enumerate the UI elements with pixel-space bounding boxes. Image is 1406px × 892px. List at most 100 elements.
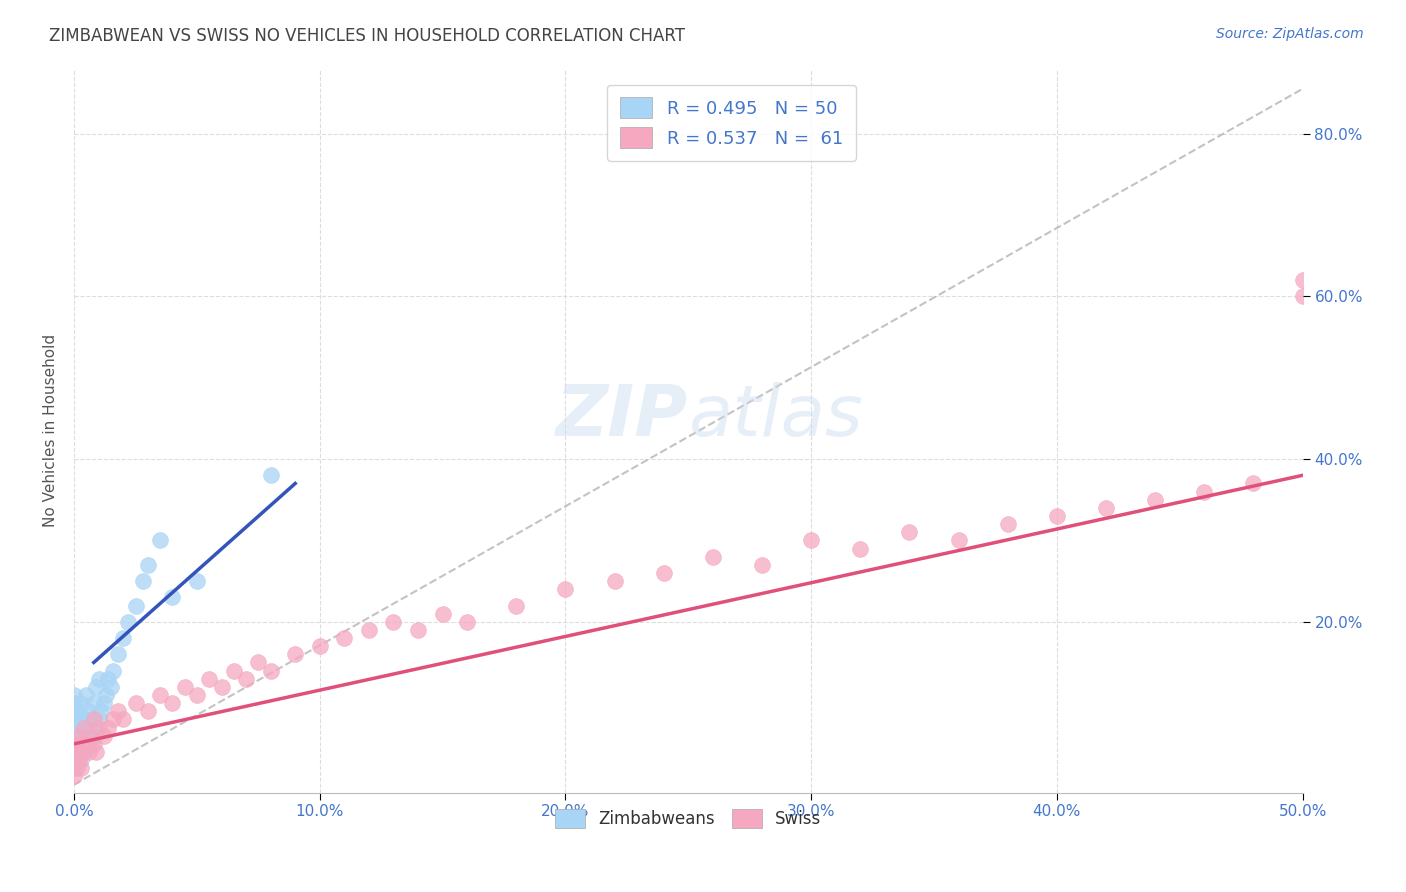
Point bbox=[63, 761, 86, 775]
Text: ZIP: ZIP bbox=[557, 382, 689, 450]
Point bbox=[80, 729, 103, 743]
Point bbox=[702, 549, 724, 564]
Point bbox=[84, 721, 107, 735]
Point bbox=[100, 680, 122, 694]
Point bbox=[93, 729, 115, 743]
Point bbox=[83, 729, 105, 743]
Point bbox=[93, 696, 115, 710]
Point bbox=[948, 533, 970, 548]
Point bbox=[97, 672, 120, 686]
Point bbox=[1241, 476, 1264, 491]
Point bbox=[898, 525, 921, 540]
Point bbox=[65, 745, 87, 759]
Point bbox=[603, 574, 626, 588]
Point bbox=[222, 664, 245, 678]
Point bbox=[94, 688, 117, 702]
Point bbox=[63, 696, 86, 710]
Point bbox=[84, 745, 107, 759]
Point bbox=[73, 745, 96, 759]
Point bbox=[259, 468, 281, 483]
Point bbox=[75, 688, 97, 702]
Point bbox=[75, 721, 97, 735]
Point bbox=[132, 574, 155, 588]
Point bbox=[247, 656, 270, 670]
Point bbox=[63, 769, 86, 783]
Point bbox=[83, 737, 105, 751]
Point bbox=[186, 574, 208, 588]
Point bbox=[75, 737, 97, 751]
Point bbox=[107, 648, 129, 662]
Point bbox=[63, 688, 86, 702]
Point bbox=[70, 721, 93, 735]
Point bbox=[103, 664, 125, 678]
Point bbox=[162, 591, 184, 605]
Text: atlas: atlas bbox=[689, 382, 863, 450]
Point bbox=[1095, 500, 1118, 515]
Point bbox=[259, 664, 281, 678]
Point bbox=[63, 704, 86, 718]
Y-axis label: No Vehicles in Household: No Vehicles in Household bbox=[44, 334, 58, 527]
Point bbox=[70, 753, 93, 767]
Point bbox=[73, 745, 96, 759]
Point bbox=[456, 615, 478, 629]
Point bbox=[117, 615, 139, 629]
Point bbox=[67, 704, 90, 718]
Point bbox=[112, 631, 135, 645]
Point bbox=[505, 599, 527, 613]
Point bbox=[107, 704, 129, 718]
Point bbox=[63, 713, 86, 727]
Point bbox=[103, 713, 125, 727]
Point bbox=[173, 680, 195, 694]
Point bbox=[751, 558, 773, 572]
Point bbox=[1046, 508, 1069, 523]
Point bbox=[73, 721, 96, 735]
Point bbox=[87, 721, 110, 735]
Point bbox=[382, 615, 405, 629]
Point bbox=[124, 599, 146, 613]
Point bbox=[357, 623, 380, 637]
Point bbox=[97, 721, 120, 735]
Point bbox=[1291, 273, 1313, 287]
Point bbox=[67, 753, 90, 767]
Point bbox=[67, 729, 90, 743]
Point bbox=[1291, 289, 1313, 303]
Point bbox=[70, 761, 93, 775]
Point bbox=[849, 541, 872, 556]
Point bbox=[162, 696, 184, 710]
Point bbox=[554, 582, 576, 597]
Point bbox=[136, 558, 159, 572]
Point bbox=[77, 745, 100, 759]
Legend: Zimbabweans, Swiss: Zimbabweans, Swiss bbox=[548, 803, 828, 835]
Point bbox=[308, 639, 330, 653]
Point bbox=[124, 696, 146, 710]
Point bbox=[800, 533, 823, 548]
Point bbox=[65, 753, 87, 767]
Point bbox=[77, 729, 100, 743]
Point bbox=[84, 680, 107, 694]
Point bbox=[65, 761, 87, 775]
Point bbox=[198, 672, 221, 686]
Point bbox=[284, 648, 307, 662]
Point bbox=[211, 680, 233, 694]
Point bbox=[90, 704, 112, 718]
Point bbox=[70, 696, 93, 710]
Point bbox=[333, 631, 356, 645]
Point bbox=[80, 713, 103, 727]
Point bbox=[73, 713, 96, 727]
Point bbox=[432, 607, 454, 621]
Point bbox=[186, 688, 208, 702]
Point bbox=[87, 672, 110, 686]
Point bbox=[63, 737, 86, 751]
Point bbox=[87, 713, 110, 727]
Point bbox=[149, 688, 172, 702]
Point bbox=[112, 713, 135, 727]
Point bbox=[83, 713, 105, 727]
Point bbox=[63, 721, 86, 735]
Point bbox=[997, 517, 1019, 532]
Point bbox=[63, 753, 86, 767]
Point bbox=[63, 745, 86, 759]
Point bbox=[65, 737, 87, 751]
Text: ZIMBABWEAN VS SWISS NO VEHICLES IN HOUSEHOLD CORRELATION CHART: ZIMBABWEAN VS SWISS NO VEHICLES IN HOUSE… bbox=[49, 27, 685, 45]
Point bbox=[67, 745, 90, 759]
Point bbox=[75, 737, 97, 751]
